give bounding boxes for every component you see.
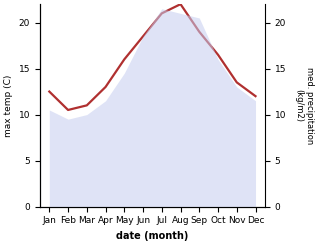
Y-axis label: med. precipitation
(kg/m2): med. precipitation (kg/m2) — [294, 67, 314, 144]
X-axis label: date (month): date (month) — [116, 231, 189, 241]
Y-axis label: max temp (C): max temp (C) — [4, 74, 13, 136]
